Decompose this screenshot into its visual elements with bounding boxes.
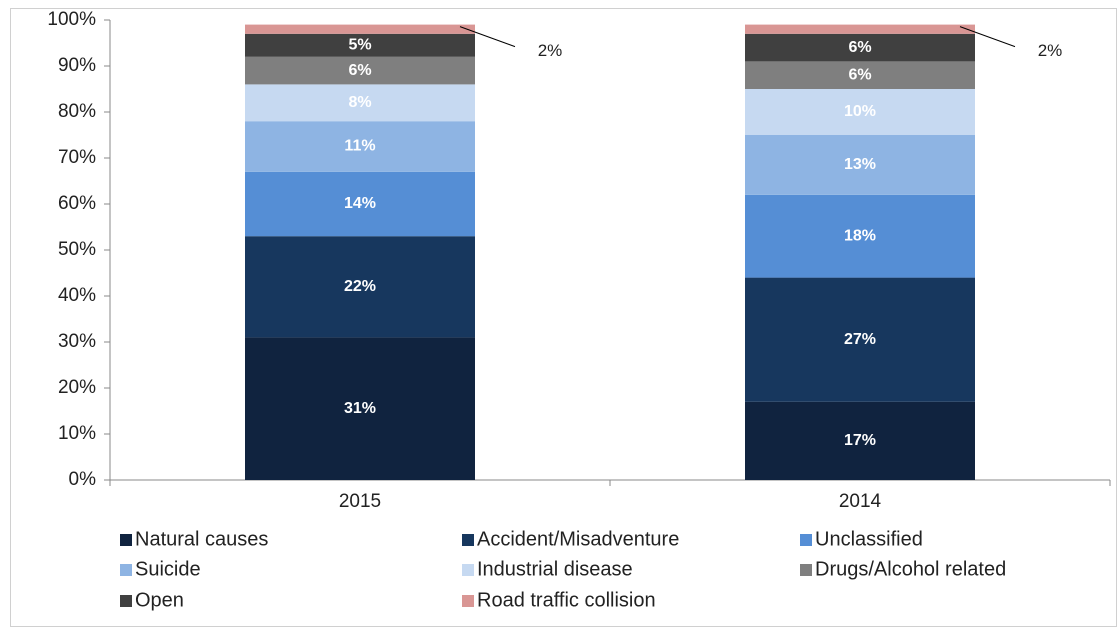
data-label: 6% (348, 62, 371, 79)
data-label: 2% (538, 41, 563, 60)
legend-label: Industrial disease (477, 558, 633, 580)
legend-swatch (462, 564, 474, 576)
data-label: 22% (344, 278, 376, 295)
legend-label: Unclassified (815, 528, 923, 550)
legend-swatch (120, 595, 132, 607)
y-tick-label: 60% (58, 193, 96, 214)
bar-segment (245, 24, 475, 34)
data-label: 13% (844, 156, 876, 173)
y-tick-label: 30% (58, 331, 96, 352)
y-tick-label: 0% (69, 469, 97, 490)
data-label: 8% (348, 94, 371, 111)
bar-segment (245, 56, 475, 85)
data-label: 5% (348, 37, 371, 54)
bar-segment (245, 337, 475, 480)
x-tick-label: 2014 (839, 491, 882, 512)
bar-segment (745, 89, 975, 135)
legend-label: Suicide (135, 558, 201, 580)
y-tick-label: 10% (58, 423, 96, 444)
data-label: 14% (344, 195, 376, 212)
data-label: 17% (844, 432, 876, 449)
bar-segment (245, 171, 475, 237)
leader-line (959, 26, 1016, 48)
y-tick-label: 100% (47, 9, 96, 30)
data-label: 18% (844, 227, 876, 244)
bar-segment (745, 135, 975, 195)
data-label: 6% (848, 39, 871, 56)
legend-swatch (800, 534, 812, 546)
bar-segment (745, 194, 975, 278)
legend-swatch (120, 564, 132, 576)
data-label: 27% (844, 331, 876, 348)
bar-segment (245, 33, 475, 57)
bar-segment (745, 277, 975, 402)
legend-swatch (462, 534, 474, 546)
y-tick-label: 80% (58, 101, 96, 122)
data-label: 2% (1038, 41, 1063, 60)
legend-swatch (800, 564, 812, 576)
y-tick-label: 20% (58, 377, 96, 398)
bar-segment (245, 121, 475, 172)
bar-segment (745, 61, 975, 89)
legend-label: Open (135, 589, 184, 611)
y-tick-label: 40% (58, 285, 96, 306)
bar-segment (245, 84, 475, 122)
legend-swatch (462, 595, 474, 607)
legend-label: Drugs/Alcohol related (815, 558, 1006, 580)
bar-segment (745, 24, 975, 34)
data-label: 31% (344, 400, 376, 417)
legend-label: Natural causes (135, 528, 268, 550)
frame (10, 8, 1117, 627)
bar-segment (245, 236, 475, 338)
legend-swatch (120, 534, 132, 546)
legend-label: Accident/Misadventure (477, 528, 679, 550)
bar-segment (745, 33, 975, 62)
data-label: 10% (844, 103, 876, 120)
y-tick-label: 90% (58, 55, 96, 76)
y-tick-label: 70% (58, 147, 96, 168)
legend-label: Road traffic collision (477, 589, 656, 611)
data-label: 6% (848, 66, 871, 83)
data-label: 11% (344, 138, 375, 155)
x-tick-label: 2015 (339, 491, 381, 512)
bar-segment (745, 401, 975, 480)
y-tick-label: 50% (58, 239, 96, 260)
leader-line (459, 26, 516, 48)
